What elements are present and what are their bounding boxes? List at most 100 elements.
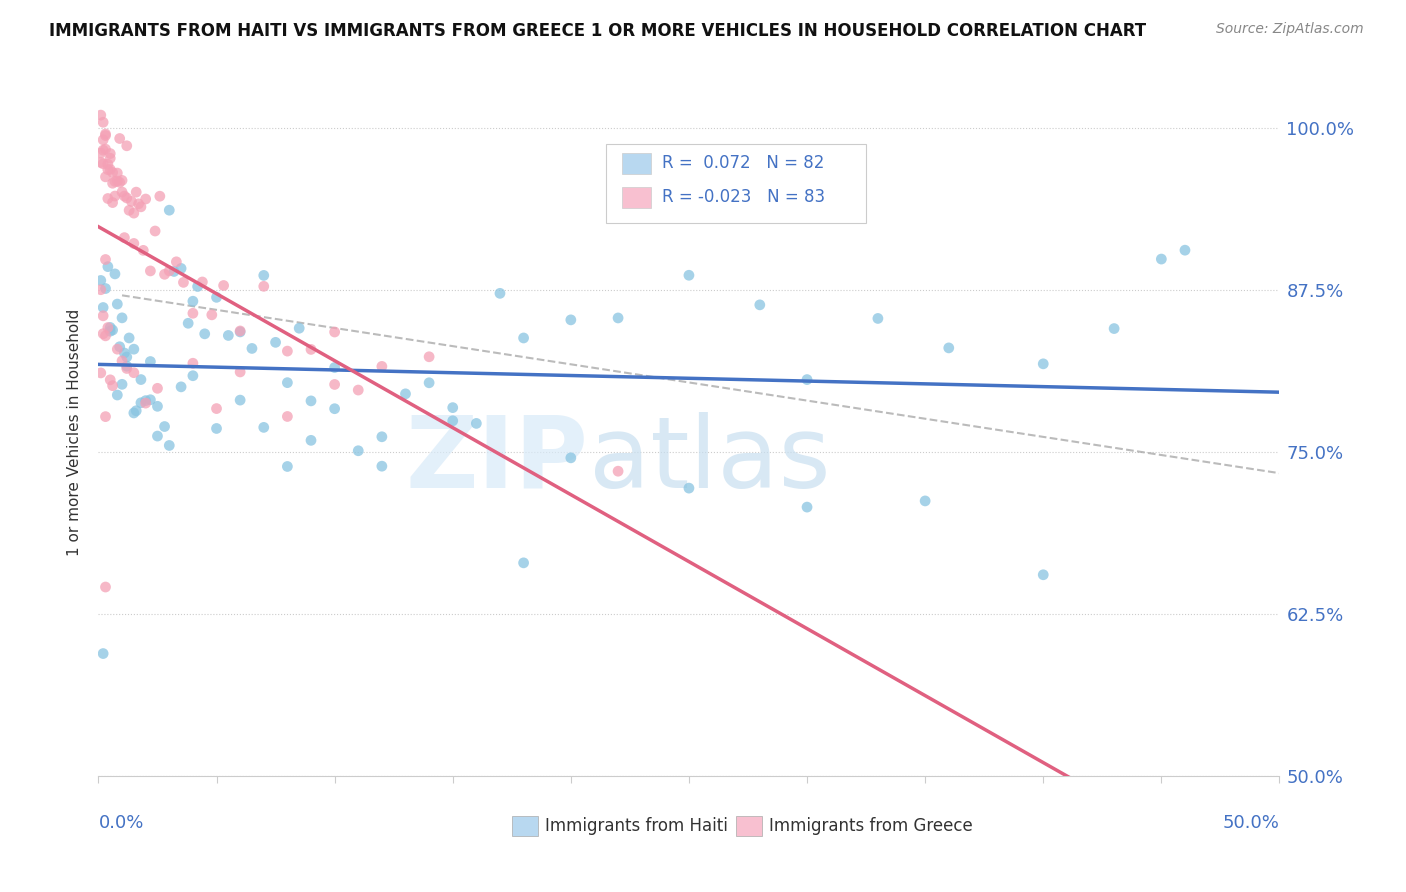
Point — [276, 459, 298, 474]
Point — [91, 301, 114, 315]
Text: R = -0.023   N = 83: R = -0.023 N = 83 — [662, 188, 825, 206]
Point — [1150, 252, 1173, 266]
Point — [111, 310, 134, 325]
Point — [91, 326, 114, 341]
Text: Immigrants from Greece: Immigrants from Greece — [769, 817, 973, 835]
Point — [111, 185, 134, 199]
Point — [104, 189, 127, 203]
Point — [94, 128, 117, 143]
Point — [91, 133, 114, 147]
Point — [607, 310, 630, 325]
Point — [112, 230, 135, 244]
Text: R =  0.072   N = 82: R = 0.072 N = 82 — [662, 153, 824, 171]
Point — [371, 459, 394, 474]
Point — [90, 273, 112, 287]
Point — [465, 417, 488, 431]
Point — [90, 155, 112, 169]
Point — [217, 328, 239, 343]
Point — [194, 326, 217, 341]
Point — [143, 224, 166, 238]
Point — [129, 200, 152, 214]
Point — [170, 380, 193, 394]
Point — [163, 264, 186, 278]
Point — [128, 197, 150, 211]
Point — [115, 361, 138, 376]
Point — [108, 340, 131, 354]
Point — [240, 342, 263, 356]
Point — [139, 392, 162, 407]
Point — [371, 430, 394, 444]
Point — [276, 376, 298, 390]
Point — [118, 203, 141, 218]
Point — [914, 494, 936, 508]
Point — [678, 481, 700, 495]
Point — [91, 115, 114, 129]
Point — [98, 320, 121, 334]
Point — [101, 165, 124, 179]
Point — [276, 409, 298, 424]
Point — [108, 175, 131, 189]
Point — [181, 356, 204, 370]
Point — [90, 108, 112, 122]
Point — [105, 297, 128, 311]
Point — [560, 450, 582, 465]
Point — [129, 373, 152, 387]
Text: ZIP: ZIP — [406, 411, 589, 508]
Point — [135, 192, 157, 206]
Point — [94, 252, 117, 267]
Point — [371, 359, 394, 374]
Point — [125, 403, 148, 417]
Point — [153, 419, 176, 434]
Point — [489, 286, 512, 301]
Point — [157, 438, 180, 452]
Point — [94, 409, 117, 424]
Point — [299, 393, 322, 408]
Point — [172, 276, 194, 290]
Point — [112, 189, 135, 203]
Text: 50.0%: 50.0% — [1223, 814, 1279, 832]
Point — [276, 344, 298, 359]
Point — [1032, 357, 1054, 371]
Point — [115, 359, 138, 373]
Point — [157, 264, 180, 278]
Point — [187, 279, 209, 293]
Bar — [621, 187, 651, 208]
Point — [149, 189, 172, 203]
Point — [97, 260, 120, 274]
Point — [97, 192, 120, 206]
Point — [111, 173, 134, 187]
Point — [129, 396, 152, 410]
Point — [253, 420, 276, 434]
Point — [97, 320, 120, 334]
Point — [101, 378, 124, 392]
Point — [98, 324, 121, 338]
Point — [121, 194, 143, 209]
Point — [115, 191, 138, 205]
Point — [229, 325, 252, 339]
Point — [264, 335, 287, 350]
Point — [135, 393, 157, 408]
Point — [323, 360, 346, 375]
Point — [111, 354, 134, 368]
Bar — [737, 816, 762, 837]
Point — [607, 464, 630, 478]
Point — [560, 313, 582, 327]
Bar — [512, 816, 537, 837]
Point — [108, 131, 131, 145]
Point — [111, 377, 134, 392]
Point — [91, 309, 114, 323]
Point — [94, 127, 117, 141]
Point — [94, 329, 117, 343]
Point — [441, 414, 464, 428]
Point — [94, 580, 117, 594]
Point — [146, 429, 169, 443]
Point — [201, 308, 224, 322]
Point — [170, 261, 193, 276]
Point — [115, 350, 138, 364]
Point — [323, 325, 346, 339]
Point — [101, 323, 124, 337]
Point — [512, 331, 534, 345]
Point — [1032, 567, 1054, 582]
Point — [181, 368, 204, 383]
Point — [229, 324, 252, 338]
